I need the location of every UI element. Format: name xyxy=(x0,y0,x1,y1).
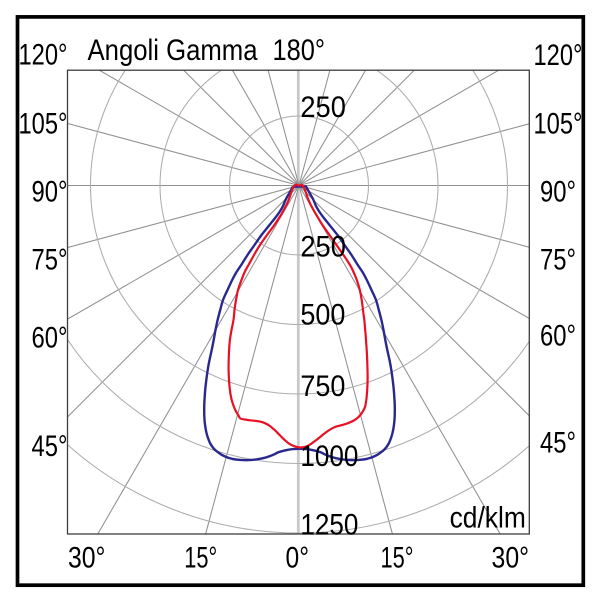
svg-text:15°: 15° xyxy=(184,541,217,574)
svg-text:90°: 90° xyxy=(540,176,576,209)
svg-text:75°: 75° xyxy=(540,244,576,277)
svg-text:30°: 30° xyxy=(492,541,530,574)
svg-text:60°: 60° xyxy=(540,320,576,353)
svg-text:15°: 15° xyxy=(381,541,414,574)
svg-text:1250: 1250 xyxy=(300,509,358,542)
svg-text:60°: 60° xyxy=(32,322,68,355)
svg-text:cd/klm: cd/klm xyxy=(450,501,526,534)
svg-text:45°: 45° xyxy=(32,430,68,463)
svg-text:105°: 105° xyxy=(534,108,583,141)
svg-text:500: 500 xyxy=(300,299,345,332)
svg-text:180°: 180° xyxy=(273,34,326,67)
svg-text:90°: 90° xyxy=(32,176,68,209)
svg-text:45°: 45° xyxy=(540,427,576,460)
svg-text:120°: 120° xyxy=(19,38,68,71)
svg-text:120°: 120° xyxy=(534,39,583,72)
svg-text:Angoli Gamma: Angoli Gamma xyxy=(88,34,258,67)
svg-text:250: 250 xyxy=(300,231,346,264)
svg-text:250: 250 xyxy=(300,91,346,124)
svg-text:105°: 105° xyxy=(19,108,68,141)
svg-text:30°: 30° xyxy=(68,541,106,574)
svg-text:750: 750 xyxy=(300,370,345,403)
svg-text:75°: 75° xyxy=(32,244,68,277)
svg-text:1000: 1000 xyxy=(300,440,358,473)
svg-text:0°: 0° xyxy=(286,541,310,574)
